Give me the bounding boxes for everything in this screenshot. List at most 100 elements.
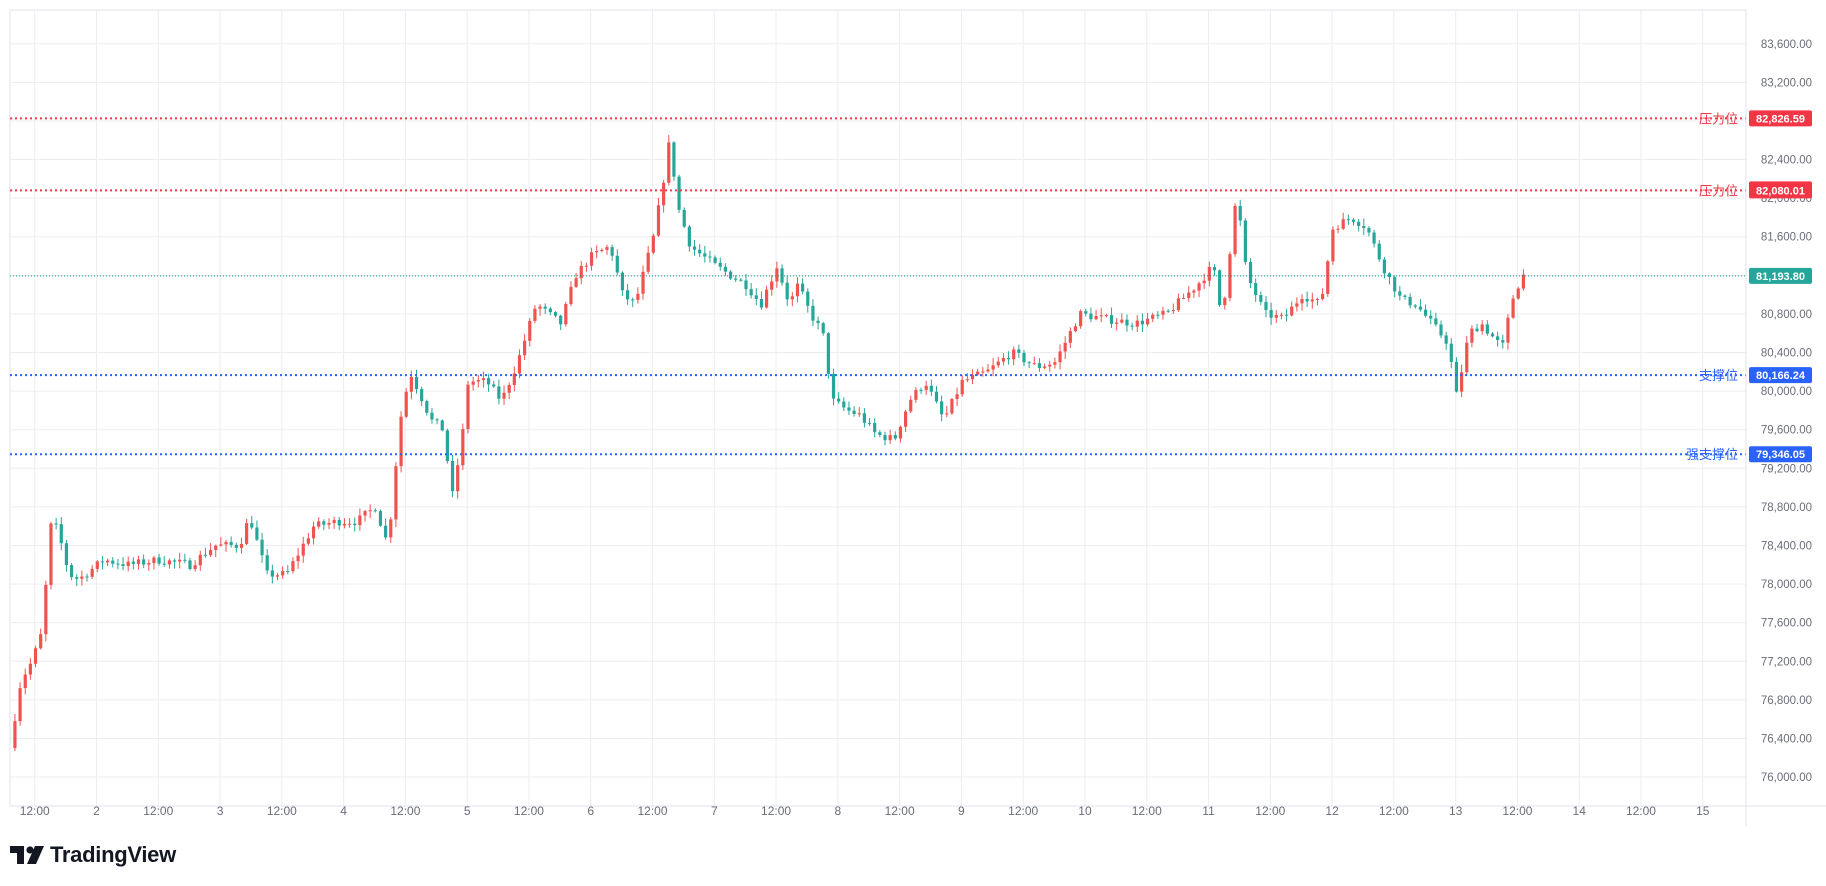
candle-body: [1284, 314, 1289, 316]
candle-body: [1254, 283, 1258, 296]
candle-body: [178, 559, 182, 562]
tradingview-logo[interactable]: TradingView: [10, 842, 176, 867]
candle-body: [1104, 315, 1108, 317]
candle-body: [1351, 219, 1356, 222]
candle-body: [224, 542, 228, 545]
candle-body: [996, 361, 1000, 366]
candle-body: [172, 560, 177, 562]
candle-body: [1429, 315, 1433, 319]
time-tick-label: 4: [340, 804, 347, 818]
candle-body: [157, 557, 161, 564]
candle-body: [1182, 297, 1186, 299]
candle-body: [291, 561, 295, 572]
candle-body: [651, 235, 655, 253]
candle-body: [327, 523, 331, 525]
tradingview-logo-icon: [10, 846, 44, 864]
candle-body: [852, 410, 856, 414]
price-tick-label: 78,800.00: [1761, 502, 1812, 514]
support-price-tag-text: 80,166.24: [1756, 370, 1806, 382]
price-tick-label: 76,000.00: [1761, 772, 1812, 784]
price-tick-label: 79,200.00: [1761, 463, 1812, 475]
candle-body: [734, 278, 738, 280]
candle-body: [672, 142, 676, 177]
candle-body: [976, 371, 980, 375]
price-axis-tags: 82,090.5382,826.5982,080.0180,166.2479,3…: [1749, 110, 1812, 463]
candle-body: [718, 262, 722, 267]
resistance-price-tag-box: [1749, 110, 1812, 127]
candle-body: [842, 401, 846, 408]
price-tick-label: 81,600.00: [1761, 232, 1812, 244]
candle-body: [600, 249, 604, 252]
candle-body: [739, 279, 743, 281]
candle-body: [970, 374, 975, 380]
candle-body: [75, 577, 79, 579]
candle-body: [466, 384, 470, 430]
candle-body: [1367, 228, 1371, 233]
candle-body: [873, 423, 877, 433]
candle-body: [245, 523, 249, 544]
time-axis[interactable]: 12:00 2 12:00 3 12:00 4 12:00 5 12:00 6 12:00 7 12:0…: [10, 804, 1826, 818]
candle-body: [80, 576, 84, 579]
candle-body: [1027, 362, 1031, 364]
candle-body: [18, 688, 22, 722]
candle-body: [136, 559, 141, 564]
resistance-price-tag-text: 82,826.59: [1756, 113, 1805, 125]
candle-body: [1408, 296, 1412, 306]
candle-body: [1012, 349, 1016, 360]
candle-body: [476, 380, 480, 382]
candle-body: [1192, 290, 1196, 293]
candle-body: [353, 523, 357, 526]
candle-body: [682, 209, 686, 227]
candle-body: [1151, 314, 1155, 319]
candle-body: [49, 523, 53, 585]
candle-body: [1042, 366, 1047, 368]
candle-body: [538, 306, 542, 309]
candle-body: [497, 386, 501, 399]
candle-body: [358, 515, 362, 526]
price-tick-label: 78,400.00: [1761, 540, 1812, 552]
time-tick-label: 12:00: [1379, 804, 1409, 818]
candle-body: [1418, 306, 1423, 310]
candle-body: [636, 293, 640, 300]
candle-body: [1326, 261, 1330, 294]
price-axis[interactable]: 83,600.0083,200.0082,800.0082,400.0082,0…: [1745, 10, 1812, 826]
candle-body: [95, 561, 99, 569]
candle-body: [924, 385, 928, 390]
plot-frame: [9, 9, 1747, 807]
candle-body: [100, 561, 105, 563]
candle-body: [1362, 225, 1366, 229]
candle-body: [461, 429, 465, 466]
candle-body: [1099, 315, 1103, 317]
time-tick-label: 12:00: [1626, 804, 1656, 818]
candle-body: [553, 312, 558, 316]
candle-body: [44, 584, 48, 635]
candle-body: [569, 286, 573, 305]
candle-body: [1140, 320, 1145, 325]
candle-body: [960, 379, 964, 395]
candle-body: [286, 571, 290, 573]
candle-body: [121, 564, 125, 567]
time-tick-label: 12:00: [637, 804, 667, 818]
price-tick-label: 76,800.00: [1761, 695, 1812, 707]
candle-body: [981, 371, 985, 373]
candle-body: [785, 282, 789, 300]
candle-body: [831, 373, 836, 399]
resistance-price-tag-box: [1749, 182, 1812, 199]
support-price-tag-box: [1749, 367, 1812, 384]
candle-body: [780, 268, 784, 283]
candle-body: [116, 563, 120, 565]
candle-body: [450, 461, 455, 492]
candle-body: [1166, 310, 1170, 312]
candle-body: [775, 268, 779, 282]
resistance-level-label: 压力位: [1699, 183, 1738, 198]
time-tick-label: 12:00: [267, 804, 297, 818]
price-tick-label: 78,000.00: [1761, 579, 1812, 591]
candle-body: [198, 554, 202, 566]
candle-body: [368, 510, 372, 512]
time-tick-label: 2: [93, 804, 100, 818]
time-tick-label: 3: [217, 804, 224, 818]
candle-body: [281, 571, 285, 576]
candle-body: [574, 278, 578, 287]
resistance-price-tag-text: 82,080.01: [1756, 185, 1805, 197]
